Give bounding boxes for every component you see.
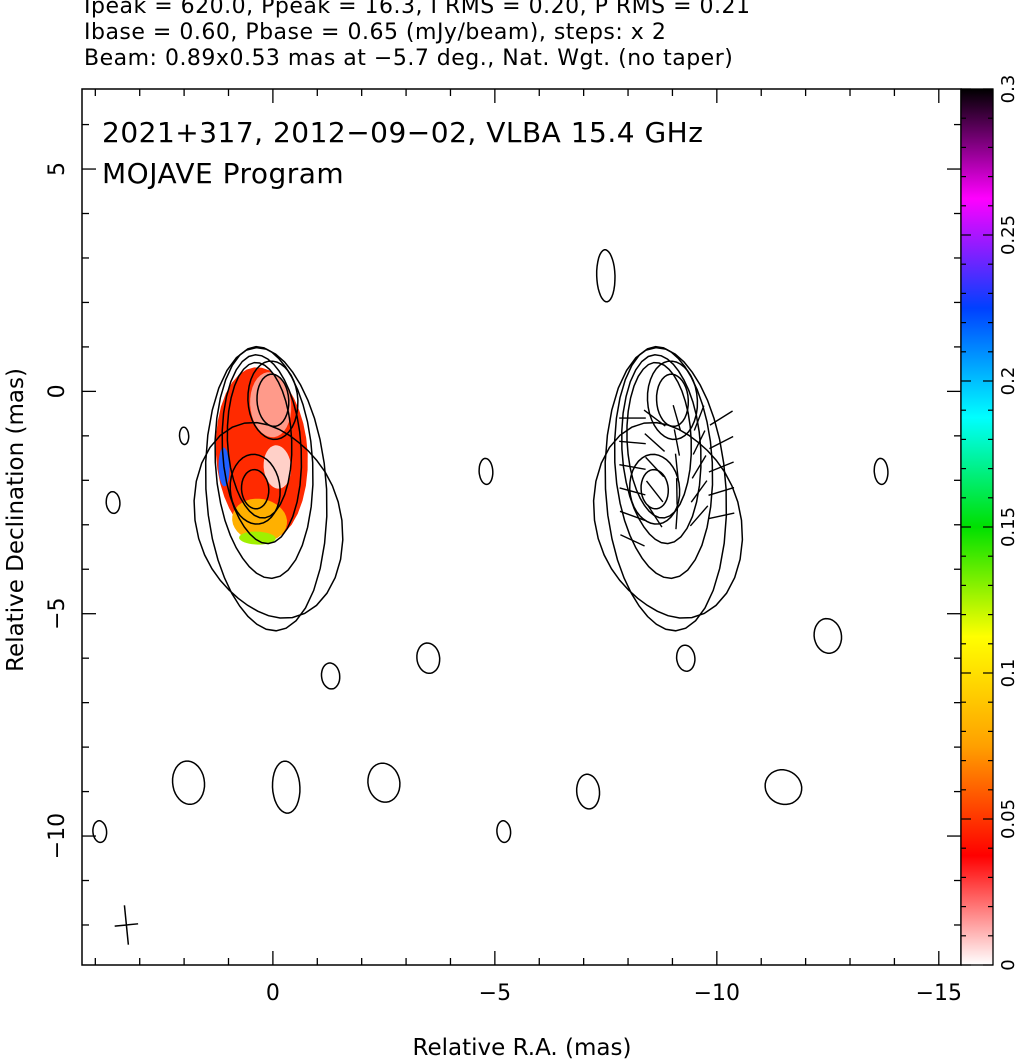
noise-contour (496, 820, 512, 844)
contour-level (621, 354, 702, 545)
y-tick-label: −5 (45, 597, 70, 629)
y-tick-label: 0 (45, 384, 70, 398)
y-axis-label: Relative Declination (mas) (3, 368, 29, 672)
program-title: MOJAVE Program (102, 157, 344, 190)
evpa-vector (619, 463, 646, 470)
noise-contour (764, 769, 803, 806)
contour-core (655, 373, 690, 428)
header-stats-line-1: Ipeak = 620.0, Ppeak = 16.3, I RMS = 0.2… (84, 0, 751, 19)
fracpol-region (239, 531, 276, 545)
evpa-vector (645, 456, 665, 478)
evpa-vector (709, 410, 733, 426)
x-tick-label: 0 (266, 981, 280, 1006)
evpa-vector (645, 480, 664, 503)
noise-contour (416, 642, 441, 675)
contour-level (214, 345, 314, 580)
x-tick-label: −5 (479, 981, 511, 1006)
noise-contour (478, 457, 494, 486)
noise-contour (675, 644, 696, 672)
evpa-vector (672, 405, 682, 432)
contour-knot (229, 453, 281, 525)
axis-ticks (82, 89, 961, 965)
noise-contour (367, 762, 401, 803)
colorbar-tick-label: 0.2 (998, 367, 1019, 396)
evpa-vector (692, 430, 706, 455)
colorbar-tick-label: 0 (998, 959, 1019, 970)
evpa-vector (674, 453, 679, 481)
evpa-vector (708, 512, 735, 520)
contour-outer (193, 421, 344, 619)
evpa-vector (708, 486, 735, 496)
x-tick-labels: 0 −5 −10 −15 (266, 981, 962, 1006)
evpa-vector (644, 433, 666, 452)
evpa-vector (619, 440, 646, 445)
contour-level (221, 354, 303, 545)
colorbar-tick-labels: 0 0.05 0.1 0.15 0.2 0.25 0.3 (998, 75, 1019, 971)
contour-level (613, 345, 714, 580)
header-beam-line: Beam: 0.89x0.53 mas at −5.7 deg., Nat. W… (84, 46, 734, 71)
contour-core (646, 360, 699, 441)
contour-level (626, 361, 692, 519)
noise-contour (271, 760, 301, 814)
noise-contour (595, 249, 616, 303)
source-title: 2021+317, 2012−09−02, VLBA 15.4 GHz (102, 116, 703, 149)
evpa-vector (690, 480, 708, 503)
noise-contours (92, 249, 889, 844)
contour-knot (640, 468, 670, 510)
noise-contour (92, 820, 108, 844)
evpa-vector (643, 409, 666, 427)
colorbar-tick-label: 0.05 (998, 799, 1019, 839)
x-tick-label: −15 (916, 981, 962, 1006)
colorbar-tick-label: 0.15 (998, 507, 1019, 547)
y-tick-labels: 5 0 −5 −10 (45, 162, 70, 859)
polarization-vectors (619, 405, 735, 547)
noise-contour (813, 617, 843, 654)
y-tick-label: −10 (45, 813, 70, 859)
evpa-vector (673, 429, 681, 456)
plot-frame (81, 88, 962, 966)
x-axis-label: Relative R.A. (mas) (413, 1035, 632, 1061)
contour-level (226, 361, 293, 519)
fracpol-region (232, 498, 287, 542)
colorbar-tick-label: 0.1 (998, 659, 1019, 688)
noise-contour (575, 773, 601, 810)
fracpol-region (263, 445, 291, 489)
noise-contour (178, 426, 190, 446)
beam-cross (114, 905, 139, 945)
evpa-vector (691, 455, 707, 479)
evpa-vector (708, 461, 734, 473)
contour-level (204, 346, 328, 632)
intensity-contours (193, 345, 744, 632)
contour-level (604, 346, 728, 632)
evpa-vector (619, 510, 646, 522)
x-tick-label: −10 (694, 981, 740, 1006)
contour-core (256, 373, 290, 428)
fractional-polarization-colormap (215, 367, 308, 545)
colorbar-tick-label: 0.25 (998, 215, 1019, 255)
contour-outer (592, 421, 744, 619)
evpa-vector (619, 487, 646, 496)
evpa-vector (693, 405, 705, 431)
noise-contour (873, 457, 889, 486)
colorbar-ticks (961, 88, 993, 966)
header-stats-line-2: Ibase = 0.60, Pbase = 0.65 (mJy/beam), s… (84, 20, 667, 45)
colorbar-tick-label: 0.3 (998, 75, 1019, 104)
noise-contour (105, 490, 121, 515)
y-tick-label: 5 (45, 162, 70, 176)
evpa-vector (709, 435, 734, 450)
evpa-vector (675, 502, 679, 530)
noise-contour (171, 760, 206, 806)
noise-contour (320, 662, 341, 690)
evpa-vector (620, 534, 645, 547)
beam-minor-axis (114, 923, 139, 927)
contour-knot (628, 453, 681, 525)
contour-knot (240, 468, 270, 510)
evpa-vector (689, 505, 709, 527)
evpa-vector (646, 504, 663, 528)
contour-core (247, 360, 299, 441)
